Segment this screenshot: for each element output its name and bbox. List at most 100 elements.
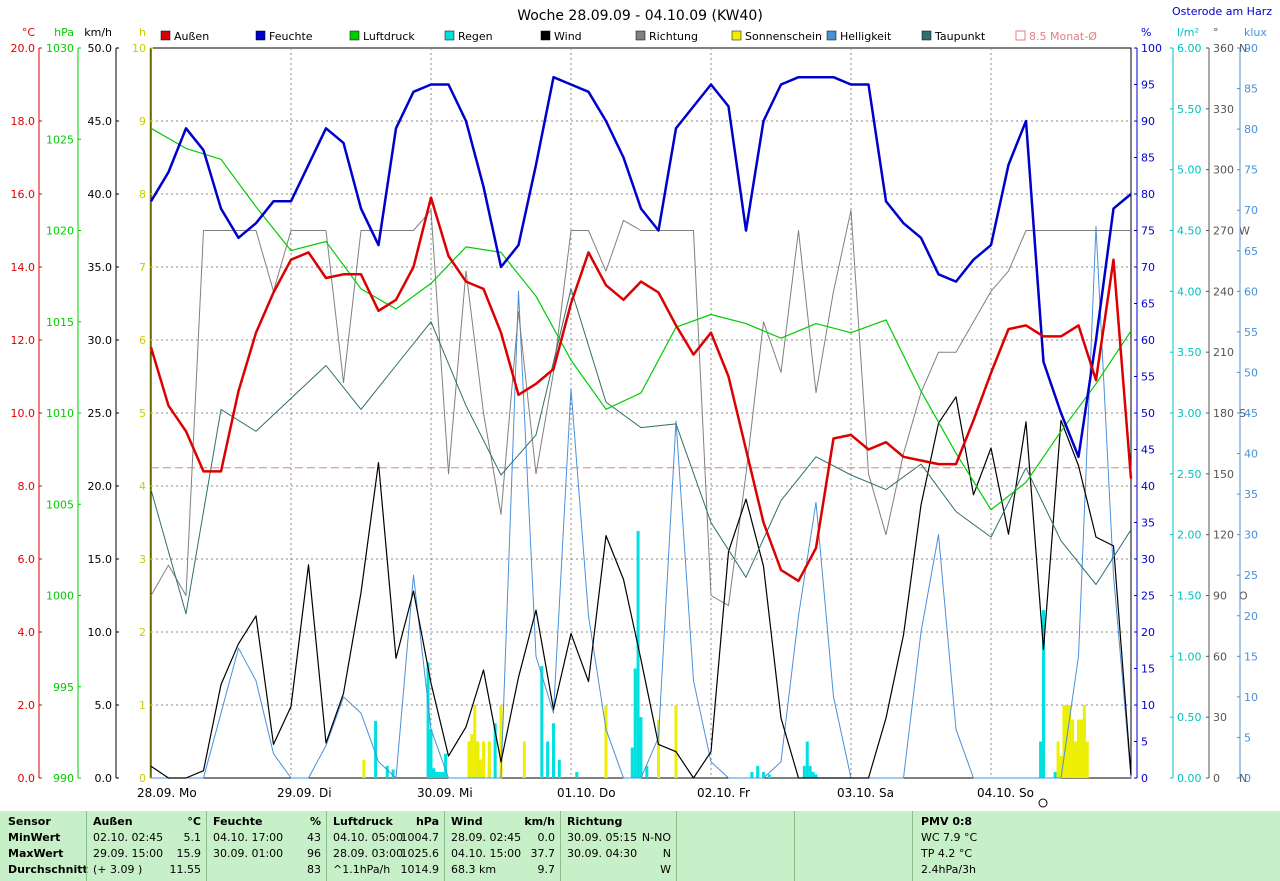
sun-unit-label: h: [139, 26, 146, 39]
rain-bar: [762, 771, 765, 778]
stats-header: Wind: [451, 815, 483, 828]
rain-tick-label: 5.00: [1177, 164, 1202, 177]
lux-tick-label: 0: [1244, 772, 1251, 785]
rain-tick-label: 1.50: [1177, 590, 1202, 603]
rain-bar: [438, 771, 442, 778]
rain-bar: [756, 765, 760, 778]
stats-date: 04.10. 05:00: [333, 831, 404, 844]
hum-unit-label: %: [1141, 26, 1151, 39]
rain-bar: [814, 774, 818, 778]
stats-date: 28.09. 03:00: [333, 847, 404, 860]
press-tick-label: 1025: [46, 133, 74, 146]
legend-label: Helligkeit: [840, 30, 892, 43]
temp-tick-label: 6.0: [18, 553, 36, 566]
rain-tick-label: 1.00: [1177, 650, 1202, 663]
press-tick-label: 1030: [46, 42, 74, 55]
hum-tick-label: 25: [1141, 590, 1155, 603]
rain-tick-label: 2.50: [1177, 468, 1202, 481]
stats-col-feuchte: Feuchte % 04.10. 17:00 43 30.09. 01:00 9…: [206, 811, 327, 881]
pmv-header: PMV 0:8: [921, 815, 973, 828]
stats-header: Außen: [93, 815, 133, 828]
wind-tick-label: 10.0: [88, 626, 113, 639]
rain-tick-label: 0.00: [1177, 772, 1202, 785]
hum-tick-label: 90: [1141, 115, 1155, 128]
stats-value: N-NO: [641, 831, 671, 844]
dir-tick-label: 210: [1213, 346, 1234, 359]
wind-speed-line: [150, 396, 1132, 779]
day-label: 04.10. So: [977, 786, 1034, 800]
lux-tick-label: 70: [1244, 204, 1258, 217]
wind-tick-label: 0.0: [95, 772, 113, 785]
stats-date: 04.10. 17:00: [213, 831, 284, 844]
compass-label: S: [1239, 407, 1246, 420]
sunshine-bar: [362, 759, 366, 778]
stats-col-luftdruck: Luftdruck hPa 04.10. 05:00 1004.7 28.09.…: [326, 811, 445, 881]
rain-bar: [540, 666, 544, 778]
rain-bar: [444, 753, 448, 778]
stats-value: 1025.6: [400, 847, 440, 860]
lux-tick-label: 65: [1244, 245, 1258, 258]
stats-label-avg: Durchschnitt: [8, 863, 88, 876]
sunshine-bar: [1062, 705, 1066, 778]
rain-bar: [1039, 741, 1043, 778]
sun-tick-label: 0: [139, 772, 146, 785]
rain-tick-label: 3.00: [1177, 407, 1202, 420]
stats-value: 9.7: [537, 863, 556, 876]
hum-tick-label: 65: [1141, 298, 1155, 311]
hum-tick-label: 20: [1141, 626, 1155, 639]
rain-bar: [552, 723, 555, 778]
legend-label: Taupunkt: [934, 30, 986, 43]
hum-tick-label: 15: [1141, 663, 1155, 676]
dir-tick-label: 360: [1213, 42, 1234, 55]
temp-tick-label: 0.0: [18, 772, 36, 785]
stats-col-richtung: Richtung 30.09. 05:15 N-NO 30.09. 04:30 …: [560, 811, 677, 881]
hum-tick-label: 95: [1141, 79, 1155, 92]
stats-value: 37.7: [530, 847, 556, 860]
legend-label: Richtung: [649, 30, 698, 43]
stats-header-sensor: Sensor: [8, 815, 51, 828]
stats-date: 29.09. 15:00: [93, 847, 164, 860]
legend-swatch: [255, 30, 266, 41]
day-label: 02.10. Fr: [697, 786, 750, 800]
rain-bar: [636, 531, 640, 778]
legend-swatch: [1015, 30, 1026, 41]
dir-tick-label: 330: [1213, 103, 1234, 116]
dir-tick-label: 240: [1213, 285, 1234, 298]
stats-header: Luftdruck: [333, 815, 393, 828]
dir-tick-label: 180: [1213, 407, 1234, 420]
hum-tick-label: 80: [1141, 188, 1155, 201]
stats-unit: km/h: [524, 815, 555, 828]
rain-bar: [429, 729, 433, 778]
hum-tick-label: 5: [1141, 736, 1148, 749]
legend-label: Luftdruck: [363, 30, 415, 43]
dir-tick-label: 60: [1213, 650, 1227, 663]
sunshine-bar: [470, 734, 474, 778]
lux-tick-label: 40: [1244, 448, 1258, 461]
stats-unit: °C: [187, 815, 201, 828]
sunshine-bar: [1071, 719, 1075, 778]
stats-panel: Sensor MinWert MaxWert Durchschnitt Auße…: [0, 811, 1280, 881]
dir-tick-label: 270: [1213, 225, 1234, 238]
wind-tick-label: 25.0: [88, 407, 113, 420]
sunshine-bar: [1059, 756, 1063, 778]
hum-tick-label: 10: [1141, 699, 1155, 712]
press-unit-label: hPa: [54, 26, 74, 39]
hum-tick-label: 0: [1141, 772, 1148, 785]
legend-swatch: [349, 30, 360, 41]
rain-bar: [493, 723, 497, 778]
sunshine-bar: [473, 705, 477, 778]
press-tick-label: 1010: [46, 407, 74, 420]
hum-tick-label: 35: [1141, 517, 1155, 530]
wind-tick-label: 15.0: [88, 553, 113, 566]
sun-tick-label: 3: [139, 553, 146, 566]
rain-bar: [374, 720, 378, 778]
wind-direction-line: [150, 209, 1131, 607]
stats-value: 15.9: [176, 847, 202, 860]
temp-unit-label: °C: [22, 26, 36, 39]
rain-bar: [426, 662, 430, 778]
lux-tick-label: 5: [1244, 731, 1251, 744]
sun-tick-label: 1: [139, 699, 146, 712]
stats-date: 28.09. 02:45: [451, 831, 522, 844]
stats-date: 30.09. 04:30: [567, 847, 638, 860]
stats-col-empty-2: [794, 811, 913, 881]
